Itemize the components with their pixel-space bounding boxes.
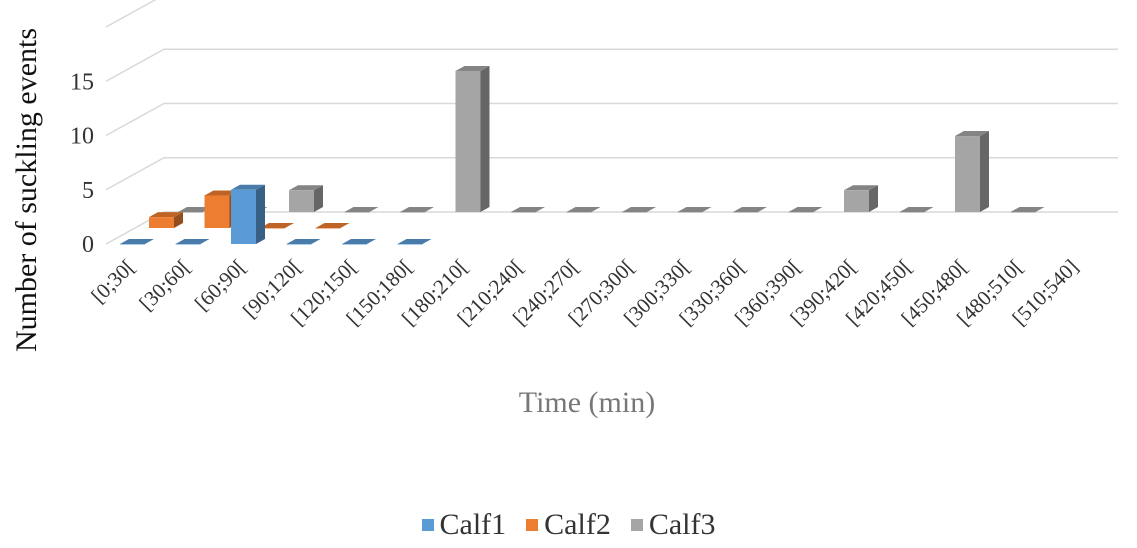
bar-calf3-12 <box>844 185 878 212</box>
bars <box>120 65 1045 245</box>
y-tick-label: 5 <box>82 178 94 204</box>
bar-calf1-0 <box>120 239 154 245</box>
bar-calf2-2 <box>260 223 294 229</box>
legend-item-calf2: Calf2 <box>526 508 611 542</box>
x-axis-ticks: [0;30[[30;60[[60;90[[90;120[[120;150[[15… <box>86 255 1083 331</box>
bar-calf1-1 <box>175 239 210 245</box>
legend-label: Calf2 <box>544 508 611 541</box>
x-tick-label: [30;60[ <box>134 255 195 316</box>
bar-calf3-3 <box>344 207 379 213</box>
legend-swatch <box>421 519 434 531</box>
x-tick-label: [0;30[ <box>86 255 139 308</box>
chart: 0 5 10 15 [0;30[[30;60[[60;90[[90;120[[120;… <box>10 0 1118 419</box>
bar-calf3-4 <box>400 207 434 213</box>
y-tick-label: 15 <box>70 69 94 95</box>
bar-calf3-5 <box>455 65 490 212</box>
legend-item-calf1: Calf1 <box>421 508 507 542</box>
gridline <box>105 102 1118 137</box>
bar-calf3-8 <box>622 207 656 213</box>
bar-calf3-9 <box>677 207 712 213</box>
bar-calf2-0 <box>149 212 183 228</box>
y-tick-label: 0 <box>82 232 94 258</box>
gridline <box>105 48 1118 82</box>
bar-calf1-3 <box>286 239 321 245</box>
legend: Calf1 Calf2 Calf3 <box>0 508 1137 542</box>
y-tick-label: 10 <box>70 124 94 150</box>
legend-label: Calf1 <box>439 508 507 541</box>
bar-calf3-15 <box>1010 207 1045 213</box>
bar-calf3-14 <box>955 131 989 212</box>
bar-calf2-3 <box>315 223 350 229</box>
bar-calf3-7 <box>566 207 601 213</box>
bar-calf3-13 <box>899 207 934 213</box>
y-axis-title: Number of suckling events <box>10 28 43 352</box>
bar-calf3-10 <box>733 207 767 213</box>
legend-swatch <box>630 519 643 531</box>
legend-swatch <box>526 519 539 531</box>
bar-calf1-5 <box>397 239 432 245</box>
bar-calf3-2 <box>289 185 323 212</box>
bar-calf3-6 <box>511 207 545 213</box>
legend-item-calf3: Calf3 <box>630 508 716 542</box>
bar-calf3-0 <box>178 207 212 213</box>
gridline <box>105 0 157 28</box>
x-axis-title: Time (min) <box>519 386 655 419</box>
bar-calf1-4 <box>342 239 376 245</box>
bar-calf3-11 <box>788 207 823 213</box>
y-axis-ticks: 0 5 10 15 <box>70 69 94 258</box>
gridline <box>105 157 1118 191</box>
legend-label: Calf3 <box>648 508 716 541</box>
bar-calf1-2 <box>231 184 265 244</box>
